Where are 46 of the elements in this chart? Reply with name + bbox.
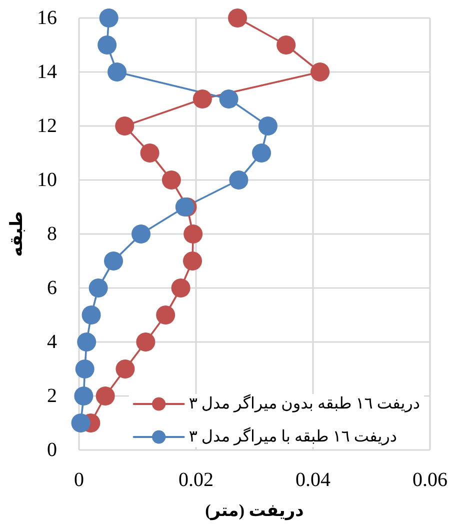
x-tick-label: 0 — [74, 469, 84, 491]
point — [140, 144, 160, 162]
point — [136, 332, 156, 352]
point — [219, 90, 238, 108]
point — [77, 332, 96, 352]
x-tick-label: 0.04 — [296, 469, 330, 491]
y-tick-label: 10 — [37, 169, 57, 191]
point — [310, 62, 330, 82]
point — [183, 252, 202, 270]
legend-label: دریفت ١٦ طبقه بدون میراگر مدل ٣ — [188, 394, 420, 412]
y-tick-label: 6 — [47, 277, 57, 299]
y-axis-title: طبقه — [7, 211, 26, 257]
point — [252, 144, 272, 162]
point — [132, 224, 151, 244]
point — [258, 116, 278, 136]
point — [229, 170, 248, 190]
point — [171, 278, 190, 298]
point — [88, 278, 108, 298]
point — [104, 252, 124, 270]
y-tick-label: 16 — [37, 7, 57, 29]
y-tick-label: 0 — [47, 439, 57, 461]
point — [82, 306, 101, 324]
point — [75, 360, 94, 378]
x-tick-label: 0.06 — [412, 469, 448, 491]
x-axis-title: دریفت (متر) — [205, 501, 304, 521]
point — [276, 36, 296, 54]
point — [108, 62, 127, 82]
point — [156, 306, 176, 324]
point — [228, 8, 248, 28]
legend-label: دریفت ١٦ طبقه با میراگر مدل ٣ — [188, 426, 398, 446]
point — [192, 90, 212, 108]
point — [71, 414, 90, 432]
point — [115, 116, 134, 136]
point — [116, 360, 135, 378]
point — [74, 386, 94, 406]
y-tick-label: 2 — [47, 385, 57, 407]
point — [99, 8, 118, 28]
y-tick-label: 12 — [37, 115, 57, 137]
y-tick-label: 14 — [37, 61, 57, 83]
x-tick-label: 0.02 — [178, 469, 214, 491]
y-tick-label: 4 — [47, 331, 57, 353]
y-tick-label: 8 — [47, 223, 57, 245]
point — [184, 224, 203, 244]
point — [98, 36, 117, 54]
point — [96, 386, 115, 406]
point — [162, 170, 181, 190]
